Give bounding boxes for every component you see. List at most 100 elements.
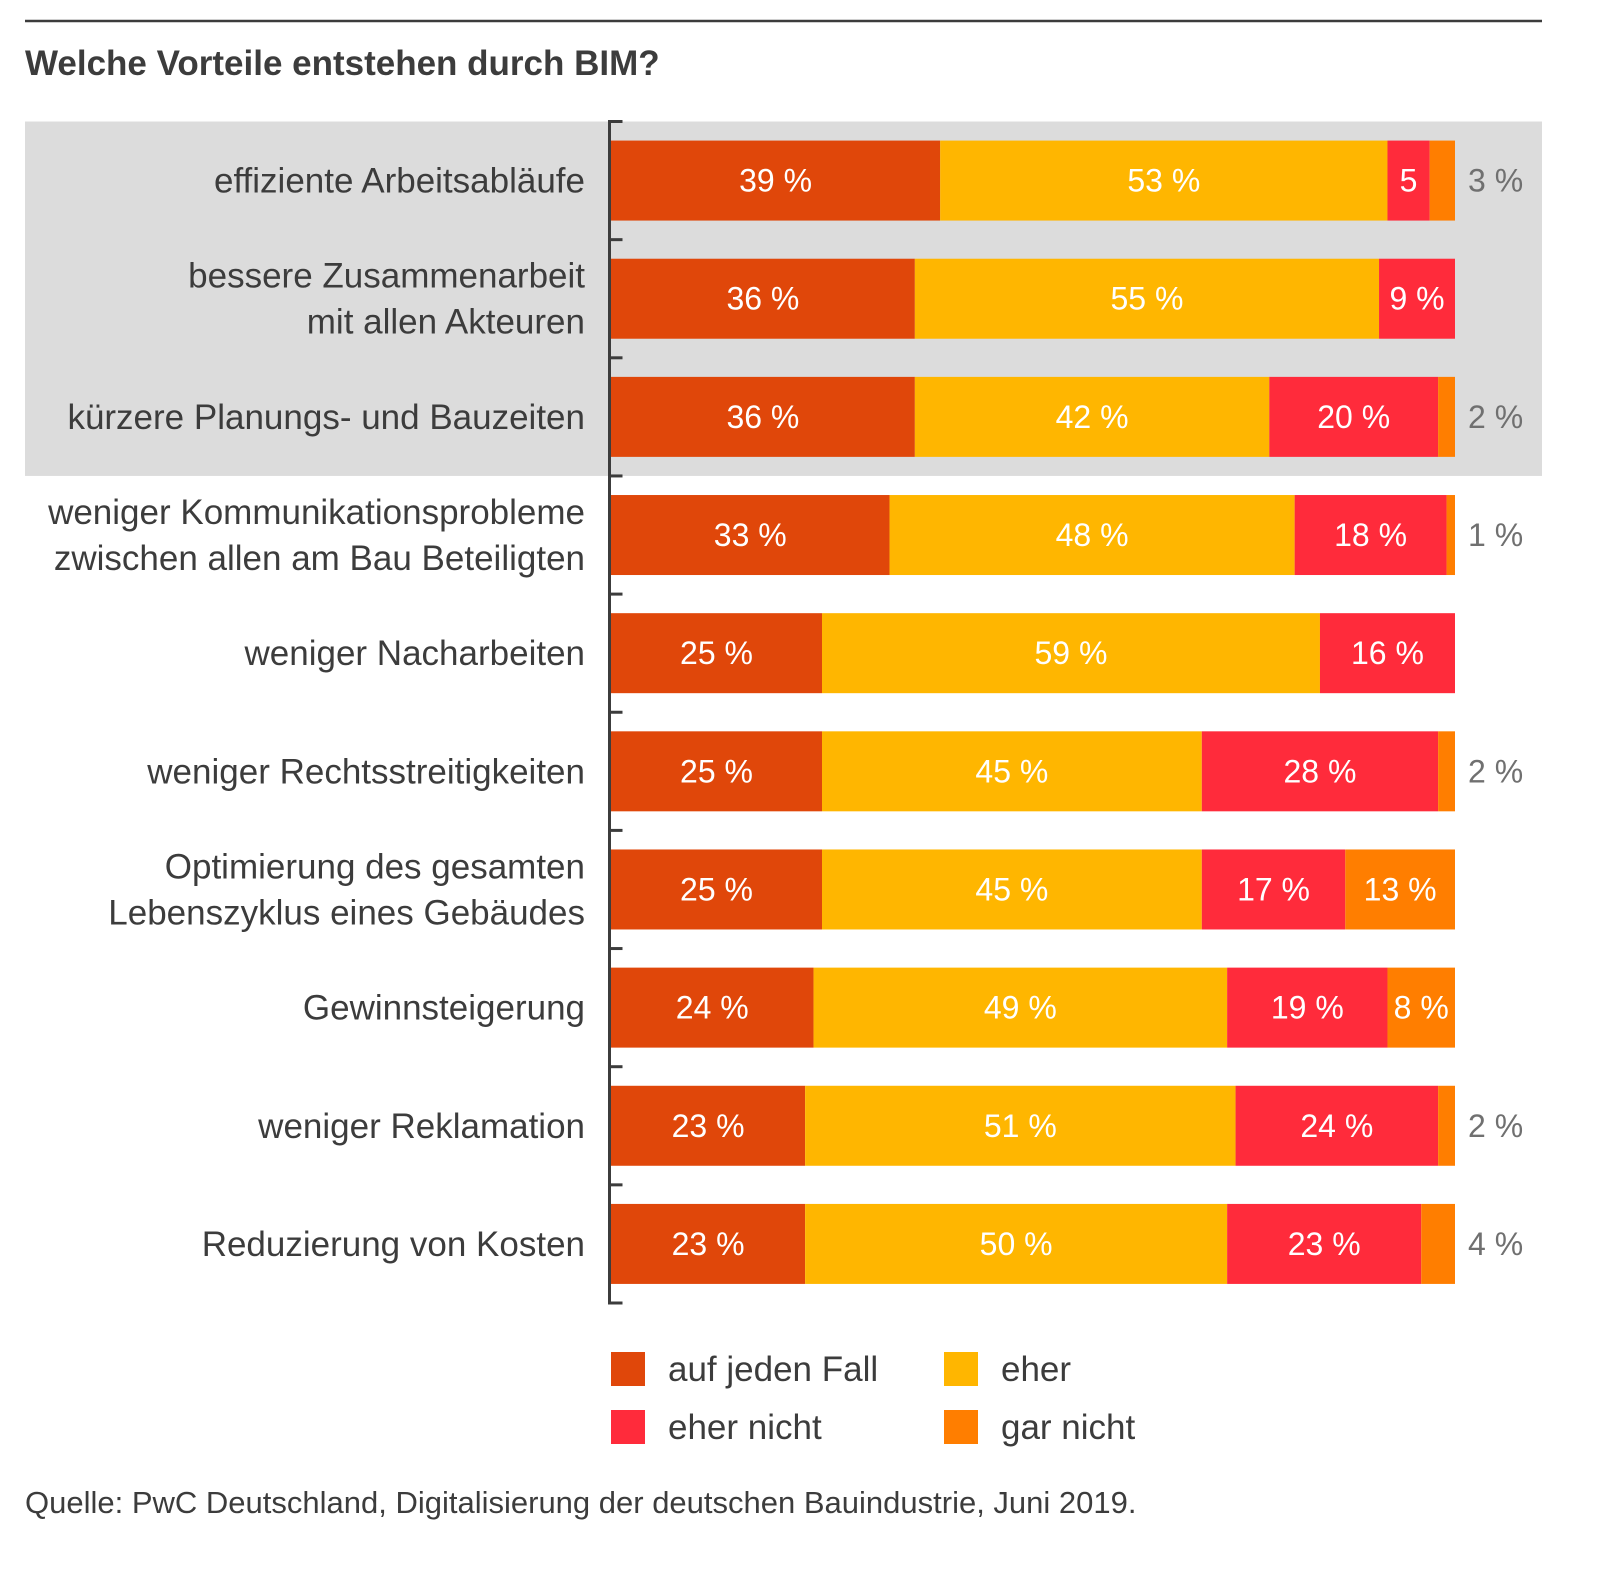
bar-value-label: 59 % [1035,635,1108,671]
category-label-line: Optimierung des gesamten [165,847,585,886]
bar-value-label: 23 % [1288,1226,1361,1262]
bar-eher-row-8 [813,967,1228,1048]
bar-value-label: 5 [1400,163,1418,199]
bar-value-label: 25 % [680,635,753,671]
legend-label: auf jeden Fall [668,1350,878,1389]
bar-auf-jeden-fall-row-9 [611,1085,806,1166]
outside-value-label: 2 % [1468,753,1523,789]
bar-value-label: 23 % [672,1108,745,1144]
bar-value-label: 25 % [680,871,753,907]
bars-layer [611,140,1455,1284]
legend-label: gar nicht [1001,1408,1136,1447]
bar-gar-nicht-row-4 [1446,495,1455,576]
bar-eher-nicht-row-4 [1294,495,1447,576]
bar-eher-nicht-row-2 [1379,258,1455,339]
chart-title: Welche Vorteile entstehen durch BIM? [25,44,660,83]
axis-layer [608,120,623,1305]
bar-eher-nicht-row-9 [1235,1085,1439,1166]
bar-value-label: 23 % [672,1226,745,1262]
category-label-line: Lebenszyklus eines Gebäudes [108,893,585,932]
category-label: weniger Rechtsstreitigkeiten [146,752,585,791]
bar-value-label: 42 % [1056,399,1129,435]
category-label: effiziente Arbeitsabläufe [214,162,585,201]
outside-value-label: 2 % [1468,1108,1523,1144]
bar-eher-nicht-row-7 [1201,849,1346,930]
bar-gar-nicht-row-8 [1387,967,1455,1048]
legend-item-auf-jeden-fall: auf jeden Fall [611,1350,878,1389]
bar-auf-jeden-fall-row-5 [611,613,822,694]
bar-auf-jeden-fall-row-1 [611,140,941,221]
bar-auf-jeden-fall-row-4 [611,495,890,576]
bar-eher-row-7 [822,849,1202,930]
outside-value-label: 3 % [1468,163,1523,199]
category-label-line: kürzere Planungs- und Bauzeiten [67,398,585,437]
bar-value-label: 17 % [1237,871,1310,907]
bar-gar-nicht-row-1 [1429,140,1455,221]
legend-swatch [944,1410,978,1444]
outside-value-label: 4 % [1468,1226,1523,1262]
bar-eher-nicht-row-3 [1269,376,1439,457]
legend-label: eher [1001,1350,1071,1389]
bar-value-label: 25 % [680,753,753,789]
bar-value-label: 24 % [1300,1108,1373,1144]
category-label: kürzere Planungs- und Bauzeiten [67,398,585,437]
bar-value-label: 19 % [1271,990,1344,1026]
bar-eher-row-2 [914,258,1380,339]
bar-eher-nicht-row-5 [1319,613,1455,694]
bar-eher-row-6 [822,731,1202,812]
bar-gar-nicht-row-7 [1345,849,1455,930]
bar-auf-jeden-fall-row-7 [611,849,822,930]
bar-auf-jeden-fall-row-10 [611,1203,806,1284]
bar-value-label: 28 % [1283,753,1356,789]
category-label: bessere Zusammenarbeit mit allen Akteuren [188,257,585,342]
bar-eher-nicht-row-1 [1387,140,1430,221]
category-labels: effiziente Arbeitsabläufe bessere Zusamme… [47,162,585,1264]
bar-gar-nicht-row-6 [1438,731,1455,812]
bar-auf-jeden-fall-row-2 [611,258,915,339]
bar-value-label: 39 % [739,163,812,199]
bar-value-label: 36 % [726,399,799,435]
source-note: Quelle: PwC Deutschland, Digitalisierung… [25,1485,1136,1520]
bar-value-label: 45 % [975,871,1048,907]
category-label: Gewinnsteigerung [303,989,585,1028]
category-label-line: mit allen Akteuren [307,303,585,342]
bar-eher-nicht-row-6 [1201,731,1439,812]
category-label-line: weniger Nacharbeiten [244,634,585,673]
category-label: weniger Reklamation [257,1107,585,1146]
bar-value-label: 50 % [980,1226,1053,1262]
outside-value-label: 1 % [1468,517,1523,553]
category-label: weniger Nacharbeiten [244,634,585,673]
legend-item-eher: eher [944,1350,1071,1389]
bar-value-label: 51 % [984,1108,1057,1144]
bar-value-label: 20 % [1317,399,1390,435]
bar-eher-nicht-row-8 [1227,967,1388,1048]
bar-value-label: 45 % [975,753,1048,789]
bar-value-label: 36 % [726,281,799,317]
bar-eher-row-4 [889,495,1295,576]
legend-swatch [944,1352,978,1386]
bar-value-label: 55 % [1110,281,1183,317]
bar-value-label: 48 % [1056,517,1129,553]
legend-swatch [611,1352,645,1386]
bar-value-label: 24 % [676,990,749,1026]
bar-value-label: 16 % [1351,635,1424,671]
bar-gar-nicht-row-3 [1438,376,1455,457]
bar-value-label: 53 % [1127,163,1200,199]
category-label-line: Gewinnsteigerung [303,989,585,1028]
category-label: Optimierung des gesamten Lebenszyklus ein… [108,847,585,932]
bar-value-label: 9 % [1389,281,1444,317]
bar-value-label: 13 % [1364,871,1437,907]
bar-auf-jeden-fall-row-6 [611,731,822,812]
bar-eher-row-10 [805,1203,1228,1284]
legend-label: eher nicht [668,1408,822,1447]
bar-value-label: 33 % [714,517,787,553]
category-label-line: effiziente Arbeitsabläufe [214,162,585,201]
bar-gar-nicht-row-9 [1438,1085,1455,1166]
value-labels: 39 % 53 % 5 3 %36 % 55 % 9 %36 % 42 % 20 % 2 %33… [672,163,1524,1262]
bar-eher-row-3 [914,376,1270,457]
bar-eher-row-9 [805,1085,1236,1166]
legend-swatch [611,1410,645,1444]
bar-eher-nicht-row-10 [1227,1203,1422,1284]
category-label-line: weniger Rechtsstreitigkeiten [146,752,585,791]
